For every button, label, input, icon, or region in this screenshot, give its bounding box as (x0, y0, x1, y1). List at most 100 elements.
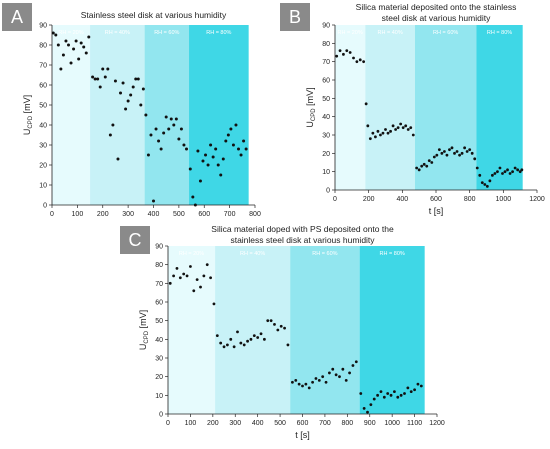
y-tick-label: 70 (322, 59, 330, 66)
data-point (232, 345, 236, 349)
data-point (51, 31, 55, 35)
x-tick-label: 1100 (407, 420, 422, 427)
data-point (192, 289, 196, 293)
data-point (386, 131, 390, 135)
data-point (144, 113, 148, 117)
data-point (419, 384, 423, 388)
humidity-band-2 (365, 25, 415, 190)
y-tick-label: 40 (39, 123, 47, 130)
data-point (262, 337, 266, 341)
data-point (152, 199, 155, 203)
data-point (409, 126, 413, 130)
data-point (391, 124, 395, 128)
data-point (450, 146, 454, 150)
data-point (149, 133, 153, 137)
chart-title-line: stainless steel disk at various humidity (230, 235, 375, 245)
data-point (341, 367, 345, 371)
data-point (229, 337, 233, 341)
data-point (362, 60, 366, 64)
data-point (168, 281, 172, 285)
data-point (79, 41, 83, 45)
chart-title-line: Silica material deposited onto the stain… (356, 2, 517, 12)
x-tick-label: 400 (252, 420, 264, 427)
humidity-band-label: RH = 80% (206, 30, 231, 36)
data-point (139, 103, 143, 107)
panel-label-b: B (280, 3, 310, 31)
data-point (381, 131, 385, 135)
chart-title: Silica material doped with PS deposited … (211, 224, 394, 245)
x-axis-label: t [s] (429, 206, 444, 216)
data-point (164, 115, 168, 119)
humidity-band-label: RH = 20% (58, 30, 83, 36)
data-point (311, 380, 314, 384)
humidity-band-label: RH = 60% (312, 251, 337, 257)
data-point (374, 135, 377, 139)
chart-title-line: Stainless steel disk at various humidity (81, 10, 227, 20)
data-point (448, 148, 451, 152)
data-point (401, 126, 405, 130)
x-tick-label: 200 (363, 196, 375, 203)
x-tick-label: 300 (122, 211, 134, 218)
data-point (498, 166, 502, 170)
data-point (416, 382, 420, 386)
data-point (506, 168, 509, 172)
humidity-band-3 (414, 25, 477, 190)
data-point (328, 371, 331, 375)
data-point (212, 302, 216, 306)
data-point (321, 375, 325, 379)
humidity-band-4 (476, 25, 523, 190)
data-point (206, 163, 210, 167)
data-point (126, 99, 130, 103)
y-tick-label: 30 (39, 143, 47, 150)
y-tick-label: 20 (155, 374, 163, 381)
data-point (496, 170, 499, 174)
chart-title: Silica material deposited onto the stain… (356, 2, 517, 23)
data-point (458, 153, 461, 157)
data-point (334, 373, 338, 377)
data-point (167, 127, 171, 131)
data-point (182, 143, 186, 147)
data-point (406, 128, 410, 131)
data-point (59, 67, 63, 71)
y-axis-label-sub: CPD (311, 108, 317, 121)
x-tick-label: 200 (207, 420, 219, 427)
data-point (483, 183, 487, 186)
data-point (77, 57, 81, 61)
data-point (348, 51, 352, 54)
data-point (182, 272, 186, 276)
data-point (236, 330, 239, 334)
data-point (96, 77, 100, 81)
x-tick-label: 700 (319, 420, 331, 427)
data-point (342, 52, 345, 56)
y-tick-label: 20 (322, 151, 330, 158)
x-tick-label: 1000 (496, 196, 512, 203)
data-point (276, 328, 280, 332)
data-point (108, 133, 112, 137)
data-point (239, 341, 243, 345)
humidity-band-label: RH = 60% (433, 30, 458, 36)
data-point (269, 319, 273, 323)
data-point (440, 151, 444, 155)
data-point (460, 151, 464, 155)
data-point (317, 379, 321, 382)
x-tick-label: 1000 (384, 420, 400, 427)
data-point (202, 274, 206, 278)
data-point (162, 131, 166, 135)
y-tick-label: 50 (39, 103, 47, 110)
data-point (404, 124, 408, 128)
y-tick-label: 30 (322, 133, 330, 140)
y-tick-label: 0 (159, 412, 163, 419)
y-tick-label: 20 (39, 163, 47, 170)
humidity-band-4 (189, 25, 249, 205)
chart-b: Silica material deposited onto the stain… (305, 2, 545, 216)
data-point (396, 126, 400, 130)
data-point (204, 153, 208, 157)
x-tick-label: 0 (166, 420, 170, 427)
data-point (136, 77, 140, 81)
data-point (54, 33, 58, 37)
y-tick-label: 50 (322, 96, 330, 103)
y-tick-label: 90 (322, 23, 330, 30)
data-point (396, 395, 400, 399)
data-point (231, 143, 235, 147)
data-point (475, 166, 479, 170)
